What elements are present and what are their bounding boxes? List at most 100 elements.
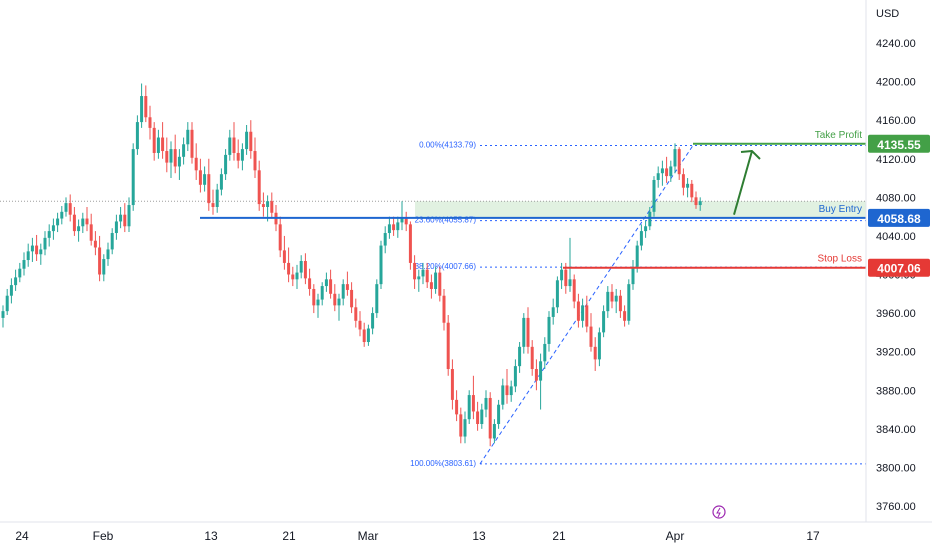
price-tag xyxy=(868,258,930,277)
price-tag xyxy=(868,134,930,153)
candle-body xyxy=(102,259,106,275)
candle-body xyxy=(156,137,160,153)
candle-body xyxy=(404,218,408,225)
candle-body xyxy=(211,203,215,207)
candle-body xyxy=(26,251,30,261)
candle-body xyxy=(198,170,202,185)
candle-body xyxy=(320,286,324,300)
candle-body xyxy=(56,218,60,226)
candle-body xyxy=(77,226,81,232)
candle-body xyxy=(539,361,543,381)
trade-levels[interactable]: Take Profit Buy Entry Stop Loss xyxy=(200,130,866,269)
candle-body xyxy=(387,224,391,234)
candle-body xyxy=(564,269,568,287)
candle-body xyxy=(660,168,664,174)
candle-body xyxy=(232,137,236,153)
candle-body xyxy=(610,291,614,302)
candle-body xyxy=(350,289,354,308)
candle-body xyxy=(379,245,383,285)
candle-body xyxy=(236,152,240,161)
candle-body xyxy=(341,284,345,299)
candle-body xyxy=(597,332,601,360)
candle-body xyxy=(47,231,51,238)
candle-body xyxy=(135,122,139,150)
candle-body xyxy=(224,154,228,175)
time-axis[interactable]: 24 Feb 13 21 Mar 13 21 Apr 17 xyxy=(0,505,932,543)
candle-body xyxy=(505,385,509,396)
lightning-bolt xyxy=(716,507,721,518)
x-tick-label: 13 xyxy=(204,529,218,543)
candle-body xyxy=(614,295,618,302)
y-tick-label: 4040.00 xyxy=(876,231,916,243)
candle-body xyxy=(602,311,606,333)
candle-body xyxy=(438,272,442,296)
y-tick-label: 4120.00 xyxy=(876,154,916,166)
level-label: Stop Loss xyxy=(818,254,862,265)
candle-body xyxy=(312,288,316,306)
candle-body xyxy=(358,320,362,330)
candle-body xyxy=(308,278,312,289)
candle-body xyxy=(81,218,85,227)
candle-body xyxy=(98,247,102,275)
candle-body xyxy=(173,149,177,167)
candle-body xyxy=(43,237,47,250)
candle-body xyxy=(681,174,685,188)
candle-body xyxy=(547,316,551,344)
candle-body xyxy=(93,240,97,248)
candle-body xyxy=(261,204,265,207)
candle-body xyxy=(513,366,517,387)
candle-body xyxy=(408,224,412,263)
candle-body xyxy=(266,201,270,207)
candle-body xyxy=(182,144,186,157)
candle-body xyxy=(694,197,698,206)
candles xyxy=(1,83,702,447)
projection-arrow[interactable] xyxy=(733,150,761,215)
candle-body xyxy=(396,222,400,231)
candle-body xyxy=(648,211,652,227)
lightning-icon[interactable] xyxy=(712,505,726,519)
candle-body xyxy=(371,313,375,329)
arrow-shaft[interactable] xyxy=(733,150,753,215)
candle-body xyxy=(144,96,148,118)
candle-body xyxy=(576,301,580,321)
candle-body xyxy=(362,329,366,343)
candle-body xyxy=(450,369,454,400)
candle-body xyxy=(291,274,295,280)
candle-body xyxy=(442,295,446,323)
candle-body xyxy=(257,170,261,205)
candle-body xyxy=(677,149,681,175)
x-tick-label: 21 xyxy=(552,529,566,543)
candle-body xyxy=(127,205,131,227)
price-tag-label: 4135.55 xyxy=(877,138,921,152)
price-tag-label: 4007.06 xyxy=(877,262,921,276)
candle-body xyxy=(383,233,387,246)
candle-body xyxy=(543,343,547,362)
x-tick-label: 13 xyxy=(472,529,486,543)
candle-body xyxy=(270,201,274,213)
candle-body xyxy=(169,149,173,163)
candle-body xyxy=(282,250,286,263)
level-label: Take Profit xyxy=(815,130,862,141)
candle-body xyxy=(631,266,635,285)
candle-body xyxy=(287,262,291,275)
candle-body xyxy=(333,293,337,306)
candle-body xyxy=(215,189,219,207)
candle-body xyxy=(413,262,417,280)
x-tick-label: 24 xyxy=(15,529,29,543)
candle-body xyxy=(467,395,471,420)
candle-body xyxy=(316,299,320,306)
candle-body xyxy=(656,173,660,180)
candle-body xyxy=(22,260,26,269)
candle-body xyxy=(392,224,396,231)
candle-body xyxy=(354,307,358,321)
candle-body xyxy=(618,295,622,312)
candle-body xyxy=(522,317,526,347)
candle-body xyxy=(698,201,702,206)
candle-body xyxy=(551,307,555,317)
candle-body xyxy=(240,149,244,161)
x-tick-label: Apr xyxy=(666,529,685,543)
arrow-head[interactable] xyxy=(740,150,761,160)
candle-body xyxy=(68,203,72,215)
